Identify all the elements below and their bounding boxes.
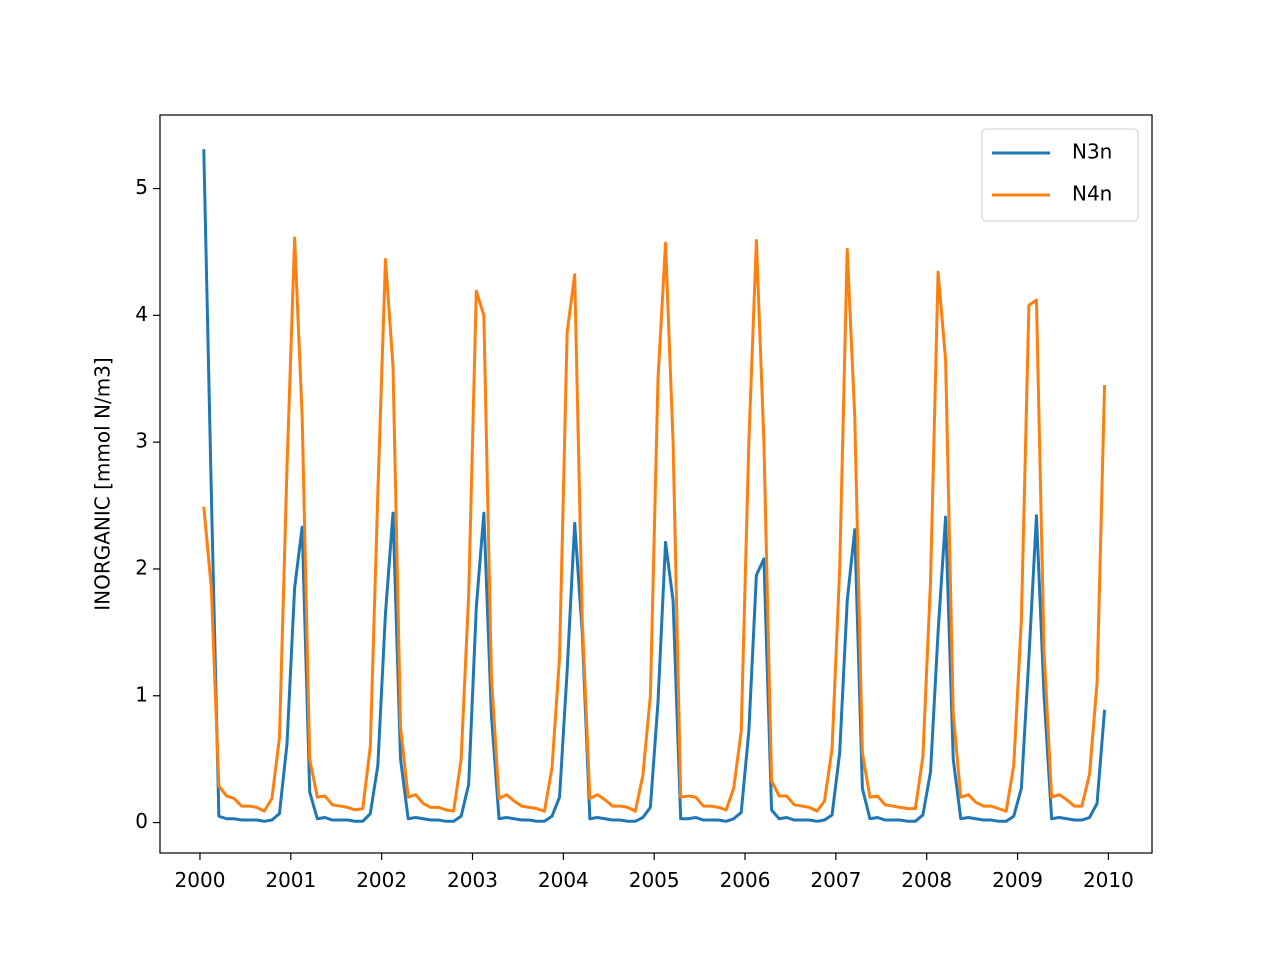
data-line (202, 236, 1107, 813)
legend: N3n N4n (981, 128, 1139, 222)
y-tick-label: 2 (135, 555, 148, 579)
x-tick-label: 2008 (901, 868, 952, 892)
y-axis-label: INORGANIC [mmol N/m3] (91, 357, 115, 611)
y-tick-label: 4 (135, 302, 148, 326)
x-tick-label: 2007 (810, 868, 861, 892)
data-line (202, 149, 1107, 823)
legend-label: N3n (1072, 140, 1112, 164)
plot-frame (159, 114, 1153, 854)
legend-box (981, 128, 1139, 222)
x-tick-label: 2004 (538, 868, 589, 892)
x-tick-label: 2002 (356, 868, 407, 892)
x-tick-label: 2005 (629, 868, 680, 892)
y-tick-label: 0 (135, 809, 148, 833)
x-tick-label: 2009 (992, 868, 1043, 892)
x-tick-label: 2006 (720, 868, 771, 892)
legend-label: N4n (1072, 182, 1112, 206)
x-tick-label: 2003 (447, 868, 498, 892)
x-tick-label: 2000 (175, 868, 226, 892)
x-tick-label: 2010 (1083, 868, 1134, 892)
x-tick-label: 2001 (265, 868, 316, 892)
y-tick-label: 5 (135, 175, 148, 199)
y-tick-label: 1 (135, 682, 148, 706)
y-tick-label: 3 (135, 429, 148, 453)
